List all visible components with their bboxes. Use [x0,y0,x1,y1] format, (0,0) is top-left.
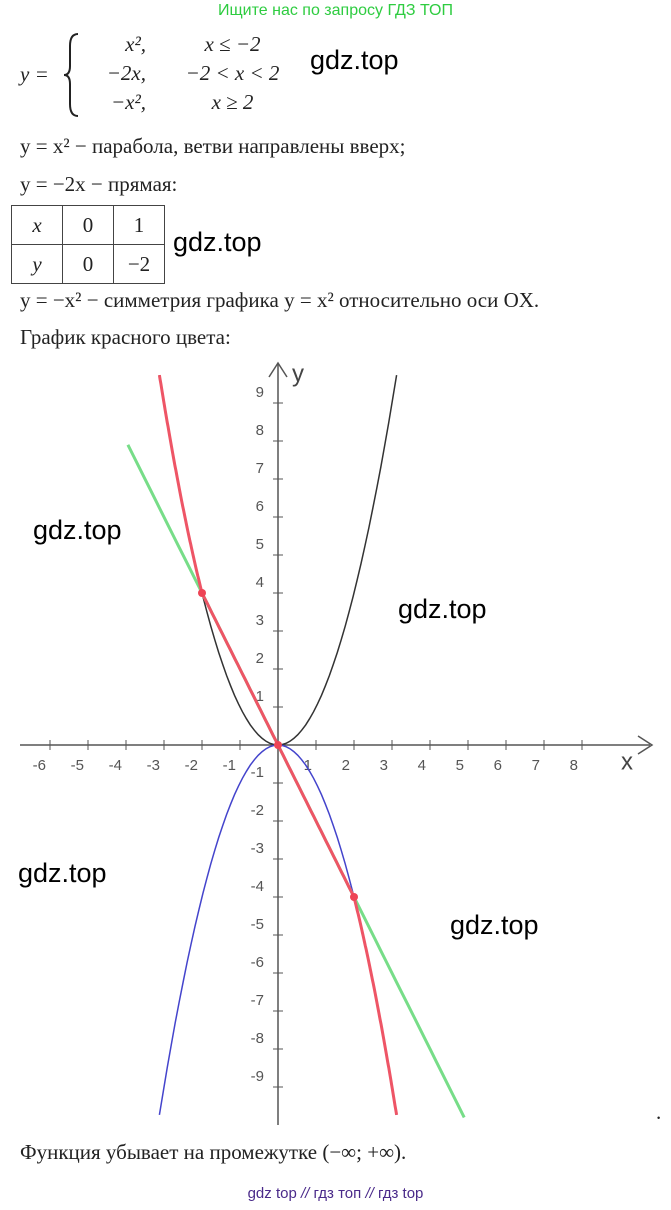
graph: x y -6 -5 -4 -3 -2 -1 1 2 3 4 5 6 7 8 -9 -8 -7 -6 -5 -4 -3 -2 -1… [20,360,654,1125]
x-tick-label: 8 [570,757,578,774]
table-cell: −2 [113,244,165,284]
y-tick-label: -5 [251,916,264,933]
point [350,893,358,901]
y-tick-label: -2 [251,802,264,819]
y-arrow [268,361,288,378]
x-tick-label: 2 [342,757,350,774]
y-tick-label: -7 [251,992,264,1009]
y-tick-label: -8 [251,1030,264,1047]
x-tick-label: -6 [33,757,46,774]
system-expr: −2x, [106,61,146,85]
watermark: gdz.top [33,515,122,545]
x-arrow [637,735,654,755]
y-tick-label: -3 [251,840,264,857]
footer: gdz top // гдз топ // гдз top [0,1185,671,1202]
table-cell: y [11,244,63,284]
y-tick-label: 4 [256,574,264,591]
y-tick-label: 6 [256,498,264,515]
table-row: y 0 −2 [11,244,165,284]
footer-link[interactable]: гдз top [377,1185,424,1202]
system-expr: x², [125,32,146,56]
separator: // [300,1185,310,1202]
table-cell: 0 [62,244,114,284]
conclusion: Функция убывает на промежутке (−∞; +∞). [20,1140,407,1164]
watermark: gdz.top [450,910,539,940]
point [198,589,206,597]
x-tick-label: -1 [223,757,236,774]
brace [63,33,79,117]
footer-link[interactable]: gdz top [247,1185,297,1202]
table-cell: 1 [113,205,165,245]
separator: // [365,1185,374,1202]
y-tick-label: 5 [256,536,264,553]
text-line: y = x² − парабола, ветви направлены ввер… [20,134,406,158]
text-line: y = −x² − симметрия графика y = x² относ… [20,288,540,312]
y-tick-label: 7 [256,460,264,477]
banner: Ищите нас по запросу ГДЗ ТОП [218,2,453,19]
x-tick-label: 4 [418,757,426,774]
y-tick-label: 2 [256,650,264,667]
text-line: y = −2x − прямая: [20,172,178,196]
system-cond: x ≥ 2 [211,90,254,114]
y-tick-label: 1 [256,688,264,705]
x-tick-label: 7 [532,757,540,774]
x-tick-label: 5 [456,757,464,774]
x-tick-label: 3 [380,757,388,774]
watermark: gdz.top [310,45,399,75]
watermark: gdz.top [398,594,487,624]
x-axis-label: x [621,748,633,775]
system-cond: −2 < x < 2 [185,61,280,85]
system-cond: x ≤ −2 [204,32,261,56]
y-tick-label: 9 [256,384,264,401]
table-cell: x [11,205,63,245]
footer-link[interactable]: гдз топ [313,1185,362,1202]
system-expr: −x², [110,90,146,114]
x-tick-label: 1 [304,757,312,774]
y-tick-label: 8 [256,422,264,439]
x-tick-label: -2 [185,757,198,774]
x-tick-label: -5 [71,757,84,774]
text-line: График красного цвета: [20,325,231,349]
point [274,741,282,749]
y-tick-label: -4 [251,878,264,895]
x-tick-label: 6 [494,757,502,774]
y-tick-label: -6 [251,954,264,971]
y-tick-label: -1 [251,764,264,781]
watermark: gdz.top [173,227,262,257]
y-tick-label: -9 [251,1068,264,1085]
system-lhs: y = [20,62,49,86]
stray-mark: . [656,1100,662,1124]
table-cell: 0 [62,205,114,245]
x-tick-label: -4 [109,757,122,774]
x-tick-label: -3 [147,757,160,774]
y-tick-label: 3 [256,612,264,629]
y-axis-label: y [292,360,304,387]
watermark: gdz.top [18,858,107,888]
value-table: x 0 1 y 0 −2 [11,205,165,284]
